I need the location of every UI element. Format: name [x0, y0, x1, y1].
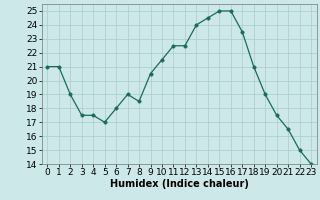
X-axis label: Humidex (Indice chaleur): Humidex (Indice chaleur) [110, 179, 249, 189]
